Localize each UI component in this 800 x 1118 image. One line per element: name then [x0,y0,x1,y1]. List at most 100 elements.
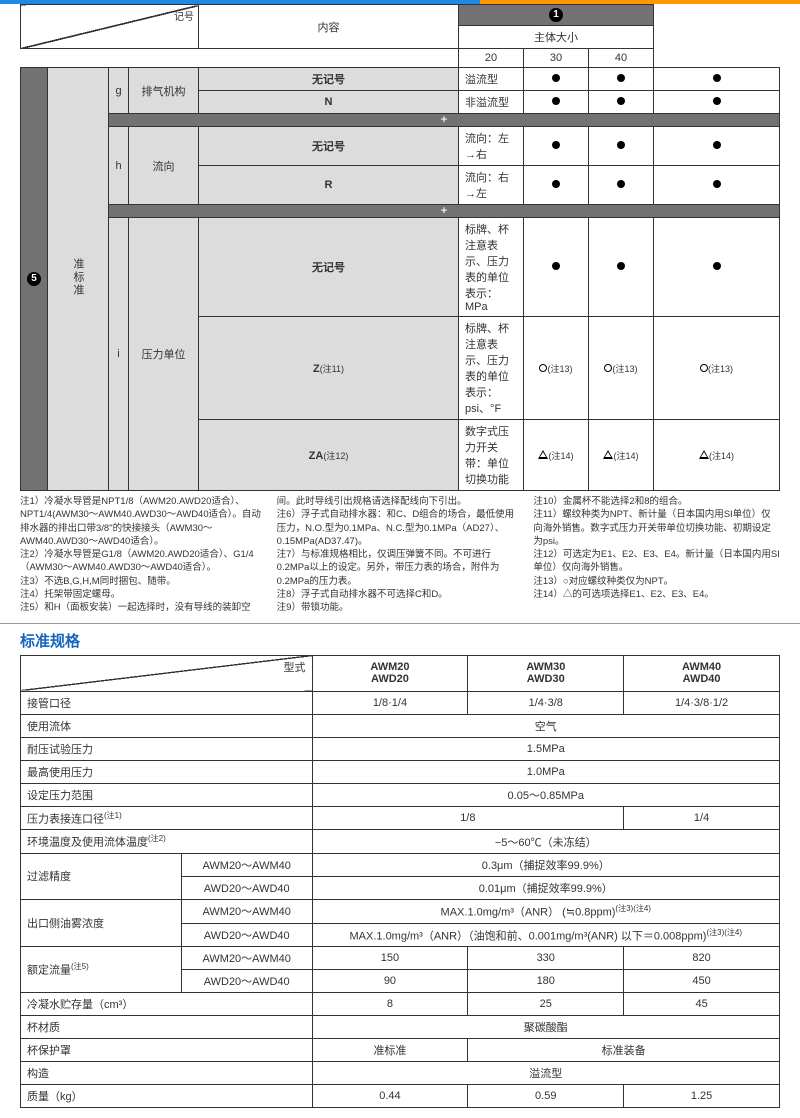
spec-sub-label: AWD20～AWD40 [181,876,312,899]
spec-val: 820 [624,947,780,970]
spec-val: MAX.1.0mg/m³（ANR）（油饱和前、0.001mg/m³(ANR) 以… [312,923,779,947]
spec-val: 准标准 [312,1039,468,1062]
footnote-line: 注13）○对应螺纹种类仅为NPT。 [533,575,780,588]
spec-val: 1.0MPa [312,760,779,783]
i-k2: ZA [309,450,324,462]
spec-row-label: 过滤精度 [21,853,182,899]
h-k1: R [325,179,333,191]
spec-val: 0.3μm（捕捉效率99.9%） [312,853,779,876]
row-h-code: h [109,127,129,205]
row-h-name: 流向 [129,127,199,205]
spec-val: 0.59 [468,1085,624,1108]
spec-val: 1/8 [312,806,624,830]
spec-row-label: 接管口径 [21,691,313,714]
i-k1: Z [313,363,320,375]
footnote-line: 间。此时导线引出规格请选择配线向下引出。 [277,495,524,508]
spec-val: 1/4·3/8·1/2 [624,691,780,714]
m2a: AWM40 [682,661,721,673]
spec-val: −5～60℃（未冻结） [312,830,779,854]
spec-row-label: 使用流体 [21,714,313,737]
m2b: AWD40 [683,673,721,685]
spec-val: 90 [312,970,468,993]
spec-row-label: 耐压试验压力 [21,737,313,760]
row-g-code: g [109,68,129,114]
footnote-line: 注1）冷凝水导管是NPT1/8（AWM20.AWD20适合）、NPT1/4(AW… [20,495,267,548]
spec-val: 450 [624,970,780,993]
hdr-body-size: 主体大小 [459,26,654,49]
spec-row-label: 冷凝水贮存量（cm³） [21,993,313,1016]
h-v1: 流向：右→左 [459,166,524,205]
spec-sub-label: AWD20～AWD40 [181,923,312,947]
side-num: 5 [21,68,48,491]
spec-row-label: 质量（kg） [21,1085,313,1108]
spec-val: 180 [468,970,624,993]
footnotes: 注1）冷凝水导管是NPT1/8（AWM20.AWD20适合）、NPT1/4(AW… [0,491,800,623]
footnote-line: 注3）不选B,G,H,M同时捆包、随带。 [20,575,267,588]
spec-val: 标准装备 [468,1039,780,1062]
notes-col-2: 间。此时导线引出规格请选择配线向下引出。注6）浮子式自动排水器：和C、D组合的场… [277,495,524,615]
spec-val: 1.25 [624,1085,780,1108]
spec-val: 0.01μm（捕捉效率99.9%） [312,876,779,899]
footnote-line: 注14）△的可选项选择E1、E2、E3、E4。 [533,588,780,601]
spec-sub-label: AWM20～AWM40 [181,947,312,970]
i-k0: 无记号 [312,262,345,274]
g-k1: N [325,96,333,108]
spec-sub-label: AWM20～AWM40 [181,853,312,876]
footnote-line: 注4）托架带固定螺母。 [20,588,267,601]
spec-row-label: 额定流量(注5) [21,947,182,993]
hdr-size-30: 30 [524,49,589,68]
spec-val: 溢流型 [312,1062,779,1085]
row-g-name: 排气机构 [129,68,199,114]
spec-table: 型式 AWM20AWD20 AWM30AWD30 AWM40AWD40 接管口径… [20,655,780,1109]
spec-val: MAX.1.0mg/m³（ANR） (≒0.8ppm)(注3)(注4) [312,899,779,923]
g-v1: 非溢流型 [459,91,524,114]
spec-sub-label: AWD20～AWD40 [181,970,312,993]
hdr-size-20: 20 [459,49,524,68]
footnote-line: 注6）浮子式自动排水器：和C、D组合的场合，最低使用压力，N.O.型为0.1MP… [277,508,524,548]
h-k0: 无记号 [312,141,345,153]
hdr-content: 内容 [199,5,459,49]
spec-val: 0.44 [312,1085,468,1108]
footnote-line: 注10）金属杯不能选择2和8的组合。 [533,495,780,508]
row-i-code: i [109,218,129,491]
notes-col-3: 注10）金属杯不能选择2和8的组合。注11）螺纹种类为NPT、新计量（日本国内用… [533,495,780,615]
dot-icon [552,74,560,82]
diag-label-code: 记号 [174,8,194,23]
i-v0: 标牌、杯注意表示、压力表的单位表示：MPa [459,218,524,317]
sep: + [109,114,780,127]
spec-val: 25 [468,993,624,1016]
spec-row-label: 环境温度及使用流体温度(注2) [21,830,313,854]
spec-row-label: 出口侧油雾浓度 [21,899,182,946]
spec-row-label: 最高使用压力 [21,760,313,783]
footnote-line: 注7）与标准规格相比，仅调压弹簧不同。不可进行0.2MPa以上的设定。另外，带压… [277,548,524,588]
footnote-line: 注12）可选定为E1、E2、E3、E4。新计量（日本国内用SI单位）仅向海外销售… [533,548,780,575]
footnote-line: 注5）和H（面板安装）一起选择时，没有导线的装卸空 [20,601,267,614]
g-k0: 无记号 [312,74,345,86]
top-table-wrap: 记号 内容 1 主体大小 20 30 40 5 准标准 g 排气机构 无记号 溢… [0,4,800,491]
side-label: 准标准 [48,68,109,491]
i-v2: 数字式压力开关带：单位切换功能 [459,420,524,491]
spec-val: 45 [624,993,780,1016]
spec-val: 聚碳酸酯 [312,1016,779,1039]
m1b: AWD30 [527,673,565,685]
triangle-icon [538,450,548,459]
spec-head-label: 型式 [284,659,306,675]
footnote-line: 注2）冷凝水导管是G1/8（AWM20.AWD20适合）、G1/4（AWM30～… [20,548,267,575]
spec-table-wrap: 型式 AWM20AWD20 AWM30AWD30 AWM40AWD40 接管口径… [0,655,800,1118]
hdr-group-num: 1 [459,5,654,26]
footnote-line: 注11）螺纹种类为NPT、新计量（日本国内用SI单位）仅向海外销售。数字式压力开… [533,508,780,548]
hdr-size-40: 40 [589,49,654,68]
spec-row-label: 压力表接连口径(注1) [21,806,313,830]
spec-row-label: 杯材质 [21,1016,313,1039]
g-v0: 溢流型 [459,68,524,91]
spec-row-label: 构造 [21,1062,313,1085]
spec-title: 标准规格 [0,623,800,655]
options-table: 记号 内容 1 主体大小 20 30 40 5 准标准 g 排气机构 无记号 溢… [20,4,780,491]
notes-col-1: 注1）冷凝水导管是NPT1/8（AWM20.AWD20适合）、NPT1/4(AW… [20,495,267,615]
footnote-line: 注9）带锁功能。 [277,601,524,614]
spec-val: 330 [468,947,624,970]
m0a: AWM20 [370,661,409,673]
spec-diag: 型式 [21,655,313,691]
footnote-line: 注8）浮子式自动排水器不可选择C和D。 [277,588,524,601]
h-v0: 流向：左→右 [459,127,524,166]
